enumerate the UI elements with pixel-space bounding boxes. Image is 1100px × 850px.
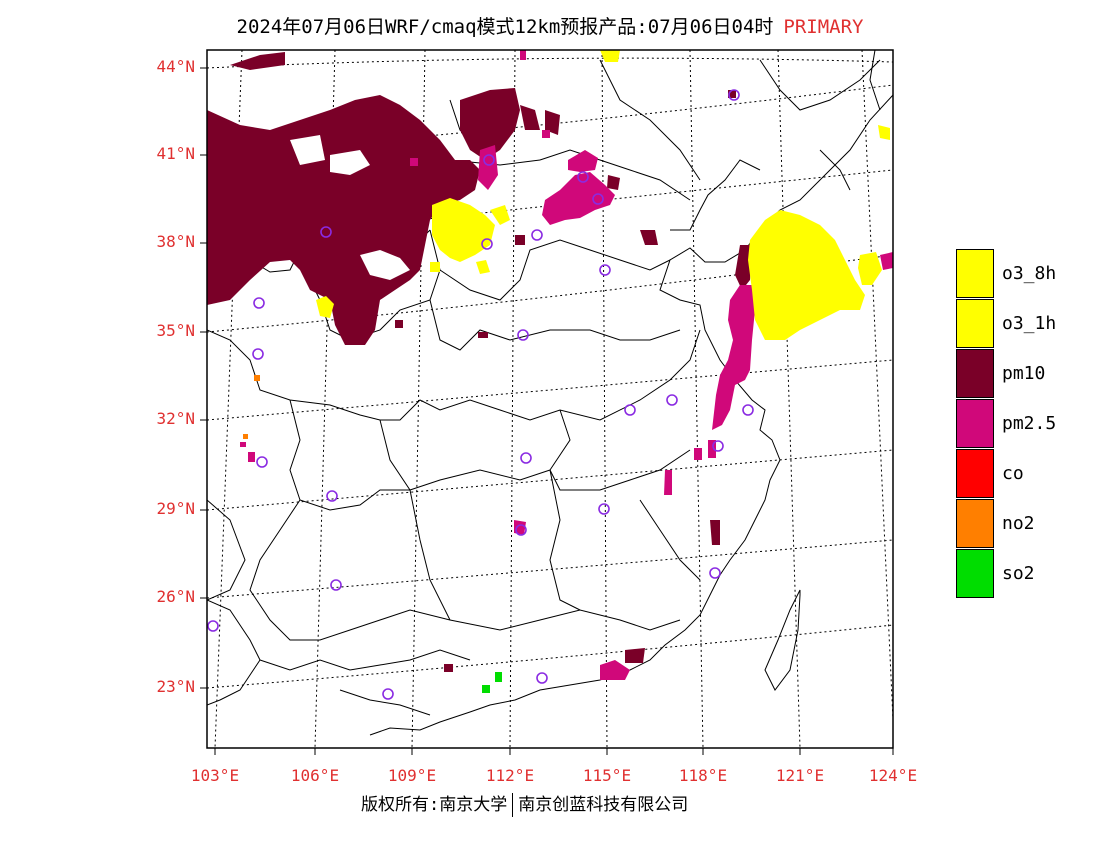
lat-label-29: 29°N — [156, 499, 195, 518]
map-title: 2024年07月06日WRF/cmaq模式12km预报产品:07月06日04时 P… — [0, 12, 1100, 39]
legend-swatch — [956, 299, 994, 348]
lat-label-26: 26°N — [156, 587, 195, 606]
axis-ticks — [200, 67, 894, 755]
legend-label: o3_1h — [1002, 313, 1057, 334]
title-tag: PRIMARY — [783, 16, 864, 38]
pm10-regions — [207, 52, 752, 672]
legend-label: so2 — [1002, 563, 1035, 584]
legend-swatch — [956, 549, 994, 598]
lon-label-106: 106°E — [290, 766, 340, 785]
lon-label-109: 109°E — [387, 766, 437, 785]
title-text: 2024年07月06日WRF/cmaq模式12km预报产品:07月06日04时 — [236, 16, 774, 38]
copyright-left: 版权所有:南京大学 — [361, 795, 508, 815]
legend-swatch — [956, 449, 994, 498]
legend-label: o3_8h — [1002, 263, 1057, 284]
so2-no2-spots — [243, 375, 502, 693]
copyright-right: 南京创蓝科技有限公司 — [518, 795, 689, 815]
map-frame — [206, 49, 894, 749]
lat-label-38: 38°N — [156, 232, 195, 251]
lon-label-103: 103°E — [190, 766, 240, 785]
lon-label-112: 112°E — [485, 766, 535, 785]
lon-label-121: 121°E — [775, 766, 825, 785]
legend-label: co — [1002, 463, 1024, 484]
lon-label-115: 115°E — [582, 766, 632, 785]
lon-label-118: 118°E — [678, 766, 728, 785]
pm25-regions — [240, 50, 893, 680]
lat-label-44: 44°N — [156, 57, 195, 76]
legend-label: pm2.5 — [1002, 413, 1057, 434]
legend-label: no2 — [1002, 513, 1035, 534]
lat-label-23: 23°N — [156, 677, 195, 696]
legend-swatch — [956, 499, 994, 548]
legend-swatch — [956, 249, 994, 298]
legend-swatch — [956, 349, 994, 398]
legend-swatch — [956, 399, 994, 448]
lon-label-124: 124°E — [868, 766, 918, 785]
footer-divider — [512, 793, 514, 817]
o3-regions — [316, 50, 890, 340]
city-markers — [207, 89, 754, 700]
lat-label-32: 32°N — [156, 409, 195, 428]
lat-label-41: 41°N — [156, 144, 195, 163]
lat-label-35: 35°N — [156, 321, 195, 340]
legend-label: pm10 — [1002, 363, 1046, 384]
copyright-footer: 版权所有:南京大学 南京创蓝科技有限公司 — [361, 790, 688, 817]
